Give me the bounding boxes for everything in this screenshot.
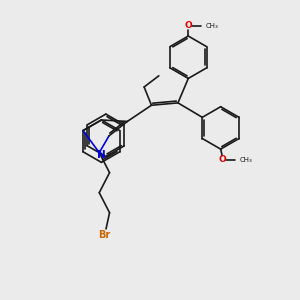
- Text: CH₃: CH₃: [206, 23, 218, 29]
- Text: Br: Br: [98, 230, 111, 240]
- Text: O: O: [218, 155, 226, 164]
- Text: CH₃: CH₃: [239, 157, 252, 163]
- Text: N: N: [97, 150, 106, 160]
- Text: O: O: [184, 21, 192, 30]
